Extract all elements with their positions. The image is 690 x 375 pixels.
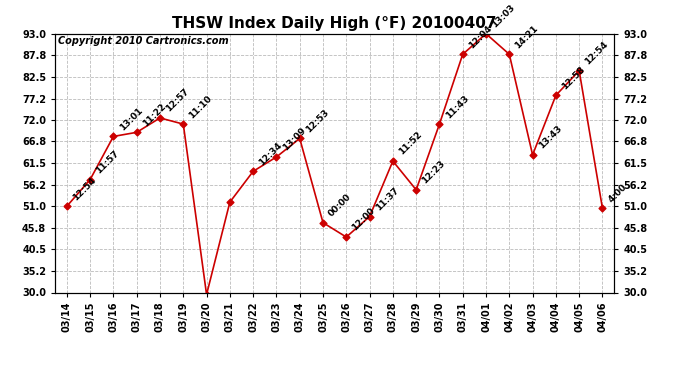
- Text: 11:43: 11:43: [444, 93, 471, 120]
- Point: [85, 177, 96, 183]
- Point: [573, 68, 584, 74]
- Point: [248, 168, 259, 174]
- Text: 12:23: 12:23: [420, 159, 447, 186]
- Point: [597, 205, 608, 211]
- Point: [341, 234, 352, 240]
- Text: Copyright 2010 Cartronics.com: Copyright 2010 Cartronics.com: [58, 36, 228, 46]
- Text: 13:43: 13:43: [537, 124, 564, 151]
- Point: [61, 203, 72, 209]
- Text: 11:57: 11:57: [95, 149, 121, 176]
- Point: [131, 129, 142, 135]
- Point: [551, 92, 562, 98]
- Point: [411, 187, 422, 193]
- Title: THSW Index Daily High (°F) 20100407: THSW Index Daily High (°F) 20100407: [172, 16, 497, 31]
- Point: [271, 154, 282, 160]
- Text: 12:57: 12:57: [164, 87, 191, 114]
- Point: [434, 121, 445, 127]
- Text: 11:37: 11:37: [374, 186, 400, 212]
- Point: [294, 135, 305, 141]
- Point: [317, 220, 328, 226]
- Text: 12:04: 12:04: [467, 24, 493, 50]
- Text: 11:22: 11:22: [141, 102, 168, 128]
- Text: 12:53: 12:53: [304, 108, 331, 134]
- Text: 00:00: 00:00: [327, 192, 353, 219]
- Text: 12:00: 12:00: [351, 207, 377, 233]
- Point: [504, 51, 515, 57]
- Point: [364, 213, 375, 219]
- Text: 12:34: 12:34: [257, 141, 284, 167]
- Text: 12:54: 12:54: [71, 176, 98, 202]
- Text: 11:10: 11:10: [188, 93, 214, 120]
- Text: 14:21: 14:21: [513, 23, 540, 50]
- Text: 13:09: 13:09: [281, 126, 307, 153]
- Point: [155, 115, 166, 121]
- Point: [527, 152, 538, 158]
- Text: 12:58: 12:58: [560, 64, 586, 91]
- Text: 13:01: 13:01: [117, 106, 144, 132]
- Text: 13:03: 13:03: [490, 3, 517, 30]
- Point: [457, 51, 469, 57]
- Point: [108, 134, 119, 140]
- Text: 10:38: 10:38: [0, 374, 1, 375]
- Text: 4:00: 4:00: [607, 182, 629, 204]
- Point: [387, 158, 398, 164]
- Point: [480, 31, 491, 37]
- Point: [178, 121, 189, 127]
- Point: [201, 291, 212, 297]
- Point: [224, 199, 235, 205]
- Text: 12:54: 12:54: [583, 40, 610, 66]
- Text: 11:52: 11:52: [397, 130, 424, 157]
